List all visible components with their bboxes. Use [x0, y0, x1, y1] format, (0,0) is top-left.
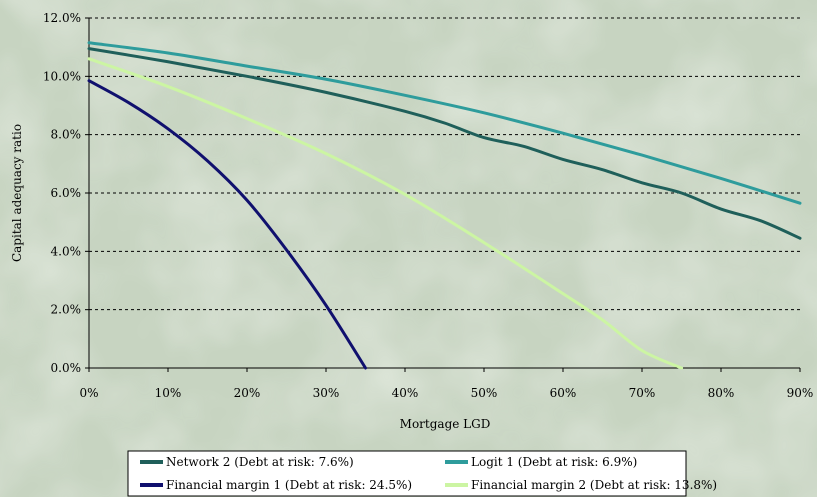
y-tick-label: 2.0%	[51, 303, 82, 317]
x-tick-label: 90%	[787, 386, 814, 400]
x-tick-label: 80%	[708, 386, 735, 400]
series-line-financial-margin-2	[87, 57, 683, 370]
legend-label-network-2: Network 2 (Debt at risk: 7.6%)	[166, 455, 354, 469]
legend: Network 2 (Debt at risk: 7.6%) Logit 1 (…	[127, 450, 717, 497]
x-tick-label: 20%	[234, 386, 261, 400]
x-tick-label: 50%	[471, 386, 498, 400]
x-tick-label: 10%	[155, 386, 182, 400]
x-tick-label: 30%	[313, 386, 340, 400]
series-lines	[87, 41, 802, 370]
y-tick-labels: 0.0% 2.0% 4.0% 6.0% 8.0% 10.0% 12.0%	[43, 11, 81, 375]
x-tick-label: 70%	[629, 386, 656, 400]
y-tick-label: 8.0%	[51, 128, 82, 142]
y-tick-label: 10.0%	[43, 69, 81, 83]
x-tick-label: 60%	[550, 386, 577, 400]
grid	[85, 17, 801, 372]
series-line-financial-margin-1	[87, 79, 367, 370]
y-tick-label: 6.0%	[51, 186, 82, 200]
x-tick-labels: 0% 10% 20% 30% 40% 50% 60% 70% 80% 90%	[79, 386, 813, 400]
legend-label-logit-1: Logit 1 (Debt at risk: 6.9%)	[471, 455, 637, 469]
legend-label-financial-margin-2: Financial margin 2 (Debt at risk: 13.8%)	[471, 478, 717, 492]
series-line-network-2	[87, 47, 802, 240]
legend-label-financial-margin-1: Financial margin 1 (Debt at risk: 24.5%)	[166, 478, 412, 492]
x-tick-label: 40%	[392, 386, 419, 400]
y-tick-label: 12.0%	[43, 11, 81, 25]
y-axis-title: Capital adequacy ratio	[10, 124, 24, 262]
y-tick-label: 4.0%	[51, 244, 82, 258]
legend-box	[127, 450, 687, 497]
series-line-logit-1	[87, 41, 802, 205]
x-axis-title: Mortgage LGD	[400, 417, 491, 431]
x-tick-label: 0%	[79, 386, 98, 400]
y-tick-label: 0.0%	[51, 361, 82, 375]
